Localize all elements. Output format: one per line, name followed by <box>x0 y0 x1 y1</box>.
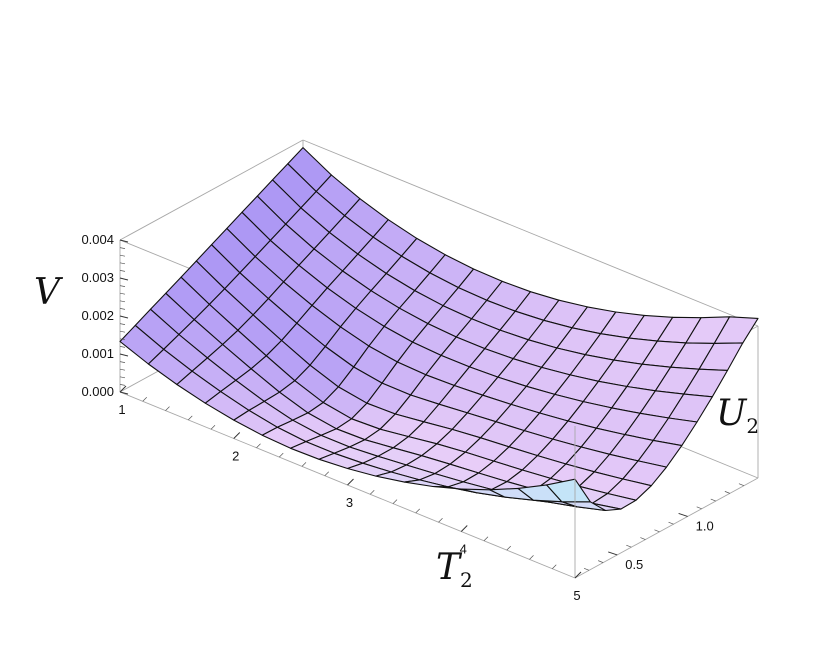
x-tick-label: 3 <box>346 495 353 510</box>
y-tick-label: 0.5 <box>625 557 643 572</box>
x-minor-tick <box>529 555 534 560</box>
z-minor-tick <box>119 285 126 287</box>
x-tick-label: 1 <box>118 402 125 417</box>
x-tick-label: 4 <box>460 542 467 557</box>
x-tick <box>460 525 468 532</box>
x-minor-tick <box>506 545 511 551</box>
x-axis-title: T2 <box>436 547 473 592</box>
x-minor-tick <box>142 397 147 402</box>
box-edge-back <box>302 139 759 327</box>
y-tick <box>678 512 688 517</box>
x-tick <box>233 432 241 439</box>
box-edge-back <box>119 139 304 241</box>
y-minor-tick <box>724 491 730 494</box>
z-tick <box>119 315 129 319</box>
y-axis-title: U2 <box>716 393 759 438</box>
y-minor-tick <box>738 483 745 487</box>
y-minor-tick <box>583 567 590 571</box>
x-minor-tick <box>370 490 375 495</box>
x-tick-label: 2 <box>232 449 239 464</box>
x-minor-tick <box>165 406 170 411</box>
z-tick-label: 0.000 <box>81 384 114 399</box>
z-axis-title: V <box>34 272 64 313</box>
x-minor-tick <box>256 443 261 449</box>
x-minor-tick <box>438 517 443 523</box>
y-minor-tick <box>668 521 674 525</box>
z-minor-tick <box>119 384 126 386</box>
x-tick <box>119 385 127 393</box>
y-minor-tick <box>710 498 716 502</box>
z-tick-label: 0.002 <box>81 308 114 323</box>
y-tick-label: 1.0 <box>696 518 714 533</box>
x-minor-tick <box>552 564 557 569</box>
z-tick <box>119 277 129 281</box>
z-minor-tick <box>119 346 126 348</box>
x-minor-tick <box>210 424 216 430</box>
y-minor-tick <box>654 529 660 533</box>
x-minor-tick <box>301 462 307 467</box>
z-minor-tick <box>119 361 126 363</box>
x-tick <box>347 478 354 486</box>
y-axis-title-sub: 2 <box>746 414 759 438</box>
z-minor-tick <box>119 330 126 333</box>
z-minor-tick <box>119 292 126 295</box>
axis-ticks: 0.000 0.001 0.002 0.003 0.004 1 2 3 4 5 0.5 1.0 <box>81 232 745 603</box>
z-minor-tick <box>119 368 126 371</box>
x-minor-tick <box>392 499 398 504</box>
y-minor-tick <box>626 544 632 548</box>
y-minor-tick <box>696 506 702 510</box>
z-minor-tick <box>119 376 126 379</box>
z-tick-label: 0.001 <box>81 346 114 361</box>
x-tick-label: 5 <box>573 588 580 603</box>
x-minor-tick <box>483 536 489 542</box>
surface-patch <box>546 478 591 503</box>
surface-mesh <box>119 147 759 512</box>
z-tick <box>119 239 129 243</box>
x-tick <box>574 571 582 579</box>
z-tick-label: 0.003 <box>81 270 114 285</box>
x-minor-tick <box>188 415 193 421</box>
x-minor-tick <box>279 452 284 458</box>
z-tick <box>119 391 129 395</box>
z-minor-tick <box>119 254 126 257</box>
y-minor-tick <box>598 560 604 563</box>
z-minor-tick <box>119 262 126 265</box>
y-minor-tick <box>640 537 646 540</box>
z-minor-tick <box>119 338 126 341</box>
x-axis-title-sub: 2 <box>460 568 473 592</box>
z-tick <box>119 353 129 357</box>
x-axis-title-main: T <box>436 547 463 588</box>
z-minor-tick <box>119 308 126 310</box>
z-minor-tick <box>119 300 126 303</box>
z-minor-tick <box>119 247 126 249</box>
z-minor-tick <box>119 323 126 325</box>
box-edge-front <box>574 477 759 579</box>
x-minor-tick <box>415 508 420 514</box>
y-axis-title-main: U <box>716 393 748 434</box>
y-tick <box>608 551 618 556</box>
z-tick-label: 0.004 <box>81 232 114 247</box>
z-minor-tick <box>119 270 126 272</box>
x-minor-tick <box>324 471 329 476</box>
